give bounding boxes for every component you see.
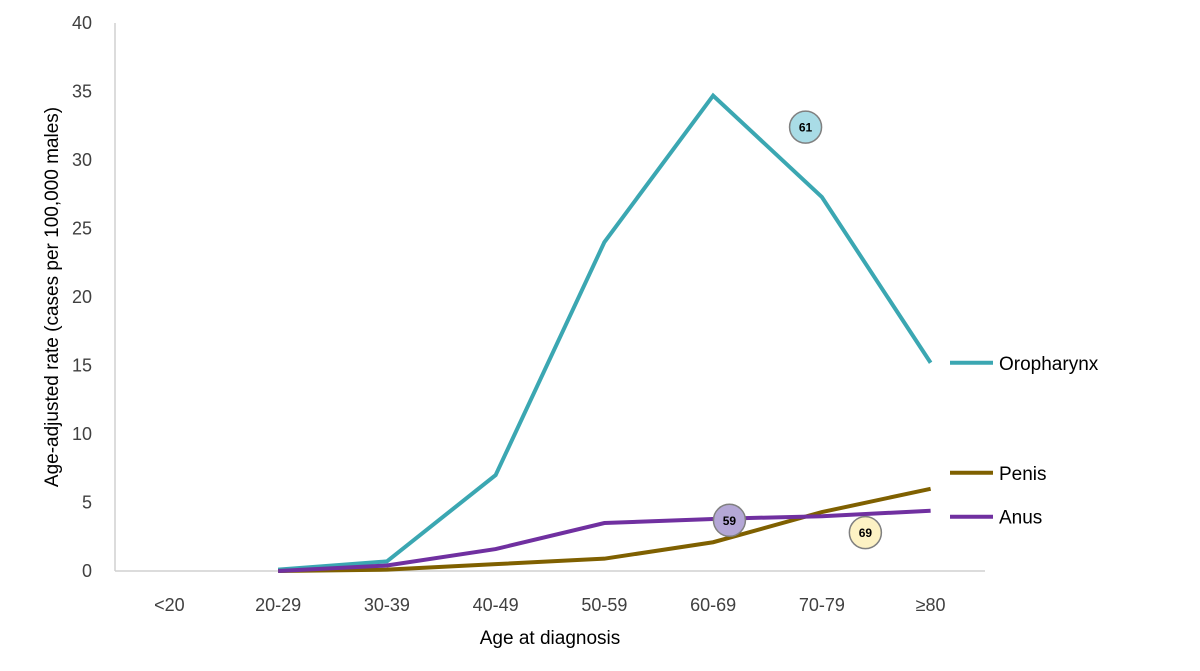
- series-line-penis: [278, 486, 932, 573]
- series-lines: [277, 92, 933, 573]
- x-tick-label: 70-79: [799, 595, 845, 615]
- x-axis-ticks: <20 20-29 30-39 40-49 50-59 60-69 70-79 ≥80: [154, 595, 945, 615]
- median-badge-penis: [848, 515, 883, 550]
- x-tick-label: 60-69: [690, 595, 736, 615]
- x-tick-label: 20-29: [255, 595, 301, 615]
- y-tick-label: 20: [72, 287, 92, 307]
- legend-label-anus: Anus: [999, 508, 1042, 529]
- y-tick-label: 0: [82, 561, 92, 581]
- median-age-markers: 61 69 59: [712, 110, 883, 550]
- x-axis-title: Age at diagnosis: [480, 628, 621, 649]
- legend-label-penis: Penis: [999, 464, 1047, 485]
- x-tick-label: 40-49: [473, 595, 519, 615]
- median-badge-oropharynx: [788, 110, 823, 144]
- x-tick-label: ≥80: [916, 595, 946, 615]
- y-axis-ticks: 0 5 10 15 20 25 30 35 40: [72, 13, 92, 581]
- x-tick-label: <20: [154, 595, 185, 615]
- y-tick-label: 5: [82, 493, 92, 513]
- y-tick-label: 35: [72, 82, 92, 102]
- y-axis-title: Age-adjusted rate (cases per 100,000 mal…: [42, 107, 63, 487]
- x-tick-label: 50-59: [581, 595, 627, 615]
- median-badge-anus: [712, 503, 747, 538]
- y-tick-label: 15: [72, 356, 92, 376]
- y-tick-label: 40: [72, 13, 92, 33]
- x-tick-label: 30-39: [364, 595, 410, 615]
- legend-label-oropharynx: Oropharynx: [999, 354, 1099, 375]
- y-tick-label: 25: [72, 219, 92, 239]
- median-badge-label-oropharynx: 61: [799, 121, 813, 135]
- median-badge-label-penis: 69: [859, 526, 873, 540]
- y-tick-label: 30: [72, 150, 92, 170]
- series-line-oropharynx: [277, 92, 933, 572]
- median-badge-label-anus: 59: [723, 514, 737, 528]
- y-tick-label: 10: [72, 424, 92, 444]
- series-line-anus: [278, 508, 931, 573]
- legend: Oropharynx Penis Anus: [950, 354, 1099, 529]
